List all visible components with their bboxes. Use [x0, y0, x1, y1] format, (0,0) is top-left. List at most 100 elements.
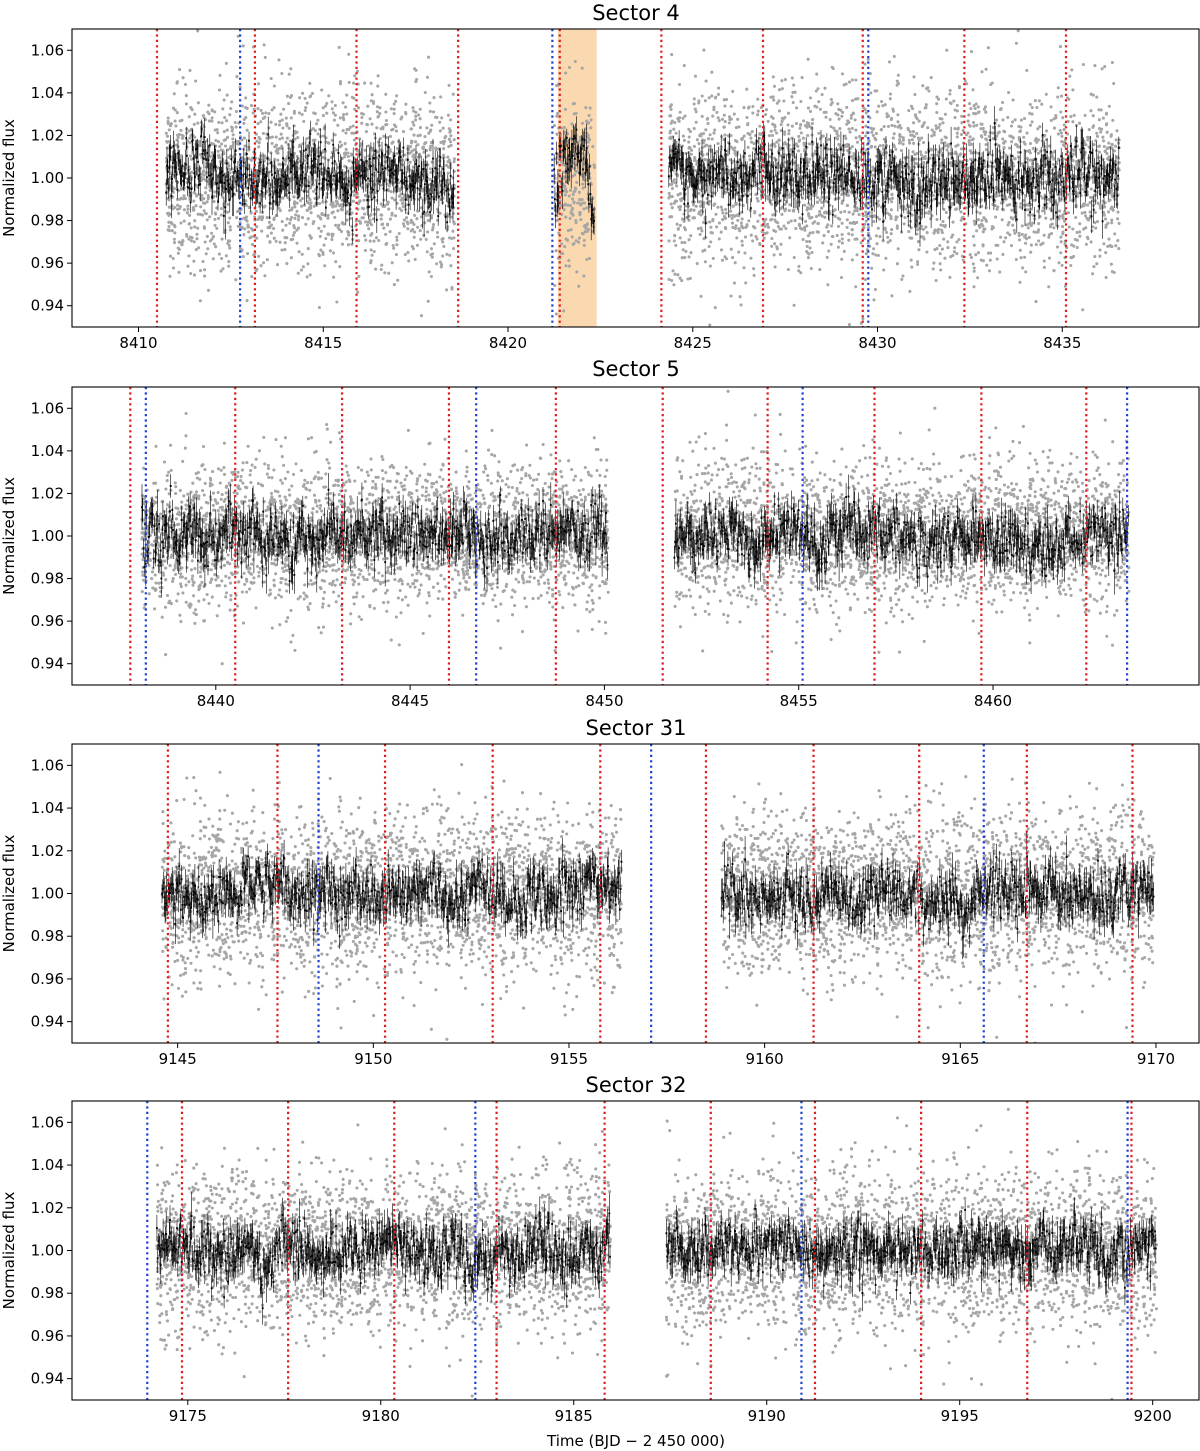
raw-point: [748, 154, 752, 158]
raw-point: [866, 225, 871, 230]
raw-point: [244, 96, 248, 100]
raw-point: [409, 127, 413, 131]
raw-point: [446, 171, 450, 175]
raw-point: [219, 269, 223, 273]
raw-point: [808, 246, 812, 250]
raw-point: [710, 94, 714, 98]
raw-point: [1071, 227, 1075, 231]
raw-point: [1048, 207, 1052, 211]
raw-point: [1011, 217, 1015, 221]
raw-point: [938, 243, 942, 248]
raw-point: [918, 226, 922, 231]
raw-point: [296, 218, 301, 222]
raw-point: [573, 166, 577, 170]
raw-point: [1099, 172, 1103, 176]
raw-point: [708, 323, 712, 327]
raw-point: [184, 102, 188, 106]
raw-point: [927, 89, 931, 93]
raw-point: [837, 147, 841, 151]
raw-point: [450, 215, 454, 219]
raw-point: [570, 197, 575, 201]
raw-point: [743, 165, 747, 169]
raw-point: [972, 243, 976, 247]
raw-point: [730, 216, 734, 220]
raw-point: [341, 129, 345, 133]
raw-point: [890, 294, 894, 298]
raw-point: [167, 220, 171, 224]
raw-point: [337, 227, 342, 232]
raw-point: [203, 191, 208, 195]
raw-point: [1030, 112, 1034, 116]
raw-point: [1046, 156, 1050, 160]
raw-point: [580, 121, 585, 125]
raw-point: [874, 215, 878, 219]
raw-point: [815, 72, 819, 76]
raw-point: [580, 197, 584, 202]
raw-point: [277, 123, 282, 127]
raw-point: [680, 240, 684, 245]
raw-point: [342, 118, 346, 122]
raw-point: [836, 102, 840, 106]
raw-point: [224, 137, 228, 142]
raw-point: [1103, 165, 1108, 170]
raw-point: [995, 134, 999, 138]
raw-point: [924, 225, 928, 229]
raw-point: [771, 164, 775, 168]
raw-point: [968, 135, 972, 139]
raw-point: [682, 138, 686, 142]
raw-point: [343, 142, 347, 146]
raw-point: [1037, 239, 1041, 243]
raw-point: [376, 84, 380, 88]
raw-point: [251, 111, 255, 115]
raw-point: [205, 218, 209, 222]
raw-point: [1040, 176, 1044, 181]
raw-point: [234, 109, 238, 114]
raw-point: [1105, 130, 1109, 134]
raw-point: [229, 145, 233, 149]
raw-point: [830, 150, 834, 154]
raw-point: [295, 228, 299, 232]
raw-point: [839, 108, 843, 112]
raw-point: [364, 238, 368, 242]
raw-point: [796, 166, 801, 171]
raw-point: [972, 124, 976, 128]
raw-point: [1070, 165, 1074, 169]
raw-point: [263, 156, 267, 160]
raw-point: [347, 127, 351, 132]
raw-point: [428, 109, 432, 113]
raw-point: [402, 224, 406, 228]
raw-point: [213, 190, 217, 194]
raw-point: [1097, 144, 1101, 149]
raw-point: [284, 140, 288, 144]
raw-point: [940, 230, 944, 235]
raw-point: [257, 157, 261, 161]
raw-point: [428, 101, 432, 105]
raw-point: [984, 219, 988, 223]
raw-point: [701, 132, 706, 136]
raw-point: [272, 226, 276, 231]
raw-point: [256, 217, 260, 221]
raw-point: [193, 219, 197, 223]
raw-point: [360, 115, 364, 120]
raw-point: [947, 161, 951, 165]
raw-point: [333, 170, 337, 174]
raw-point: [684, 151, 688, 155]
raw-point: [984, 67, 988, 71]
raw-point: [272, 236, 276, 240]
raw-point: [784, 160, 788, 164]
raw-point: [376, 140, 380, 144]
raw-point: [762, 193, 766, 197]
raw-point: [330, 211, 334, 215]
raw-point: [169, 171, 173, 176]
raw-point: [1075, 144, 1079, 148]
raw-point: [862, 106, 866, 110]
raw-point: [182, 208, 186, 212]
raw-point: [833, 160, 837, 164]
raw-point: [363, 81, 367, 85]
raw-point: [1012, 164, 1016, 168]
raw-point: [241, 44, 245, 48]
raw-point: [285, 122, 289, 126]
raw-point: [334, 260, 338, 264]
raw-point: [346, 230, 350, 234]
raw-point: [717, 237, 721, 241]
